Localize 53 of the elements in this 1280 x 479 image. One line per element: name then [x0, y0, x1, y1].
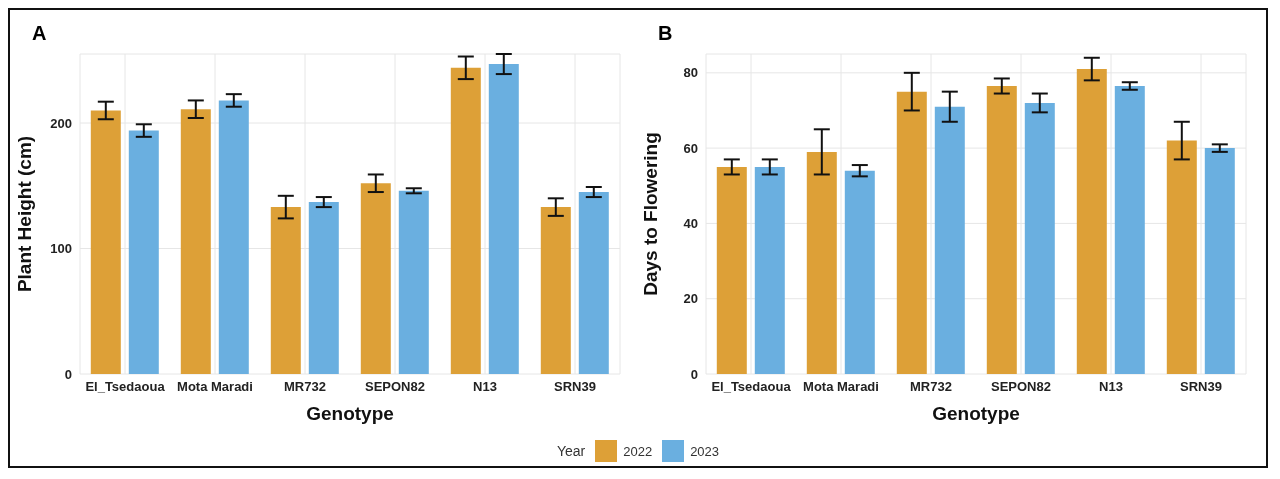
x-tick-label: El_Tsedaoua [85, 379, 166, 395]
y-tick-label: 0 [64, 366, 72, 382]
bar [218, 100, 249, 374]
bar [1024, 102, 1055, 374]
bar [90, 110, 121, 374]
bar [716, 166, 747, 374]
bar [986, 86, 1017, 374]
x-tick-label: MR732 [284, 379, 326, 395]
y-tick-label: 60 [683, 140, 698, 156]
bar [398, 190, 429, 374]
bar [270, 207, 301, 374]
y-tick-label: 100 [50, 241, 72, 257]
chart-title: B [658, 22, 673, 45]
y-axis-title: Plant Height (cm) [13, 135, 35, 293]
y-tick-label: 0 [690, 366, 698, 382]
bar [360, 183, 391, 374]
bar [1114, 86, 1145, 374]
bar [540, 207, 571, 374]
bar [806, 151, 837, 374]
y-axis-title: Days to Flowering [639, 132, 661, 296]
bar [1204, 148, 1235, 374]
x-tick-label: MR732 [910, 379, 952, 395]
x-tick-label: SRN39 [554, 379, 596, 395]
y-tick-label: 200 [50, 115, 72, 131]
bar [128, 130, 159, 374]
x-tick-label: Mota Maradi [177, 379, 253, 395]
x-tick-label: N13 [1099, 379, 1123, 395]
legend-label: 2022 [623, 443, 653, 459]
bar [578, 192, 609, 374]
bar [754, 166, 785, 374]
x-tick-label: SEPON82 [991, 379, 1051, 395]
bar [1166, 140, 1197, 374]
bar [180, 109, 211, 374]
bar [844, 170, 875, 374]
x-tick-label: N13 [473, 379, 497, 395]
bar [450, 67, 481, 374]
bar [308, 202, 339, 374]
y-tick-label: 80 [683, 65, 698, 81]
bar [1076, 69, 1107, 374]
y-tick-label: 20 [683, 291, 698, 307]
x-axis-title: Genotype [932, 403, 1020, 424]
legend-title: Year [556, 443, 586, 459]
bar [896, 91, 927, 374]
chart-title: A [32, 22, 47, 45]
x-tick-label: El_Tsedaoua [711, 379, 792, 395]
x-axis-title: Genotype [306, 403, 394, 424]
bar [488, 64, 519, 374]
x-tick-label: SRN39 [1180, 379, 1222, 395]
x-tick-label: SEPON82 [365, 379, 425, 395]
bar [934, 106, 965, 374]
y-tick-label: 40 [683, 216, 698, 232]
legend-label: 2023 [690, 443, 720, 459]
x-tick-label: Mota Maradi [803, 379, 879, 395]
